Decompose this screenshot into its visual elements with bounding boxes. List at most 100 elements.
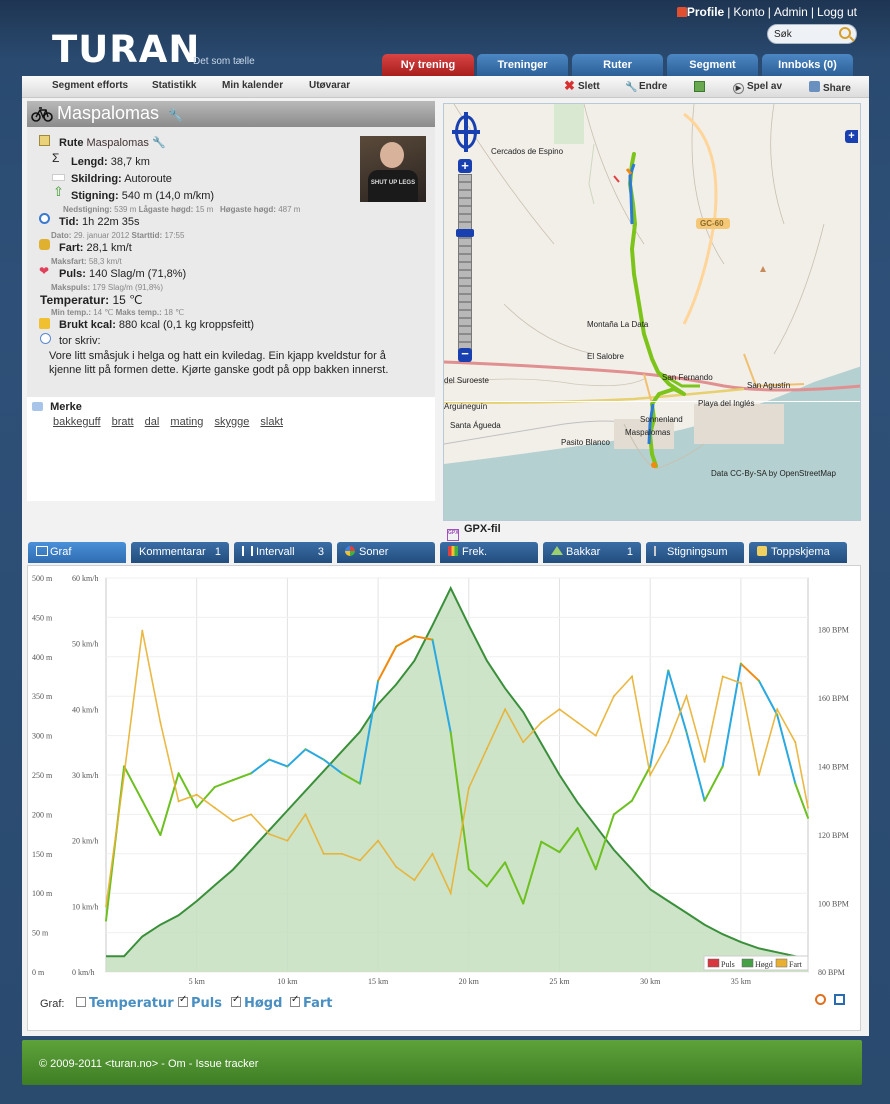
- map-label: Sonnenland: [640, 415, 683, 424]
- pie-icon: [345, 546, 355, 556]
- route-edit-icon[interactable]: 🔧: [151, 137, 166, 149]
- tab-frequency[interactable]: Frek.: [440, 542, 538, 563]
- tab-graph[interactable]: Graf: [28, 542, 126, 563]
- workout-chart[interactable]: 5 km 10 km 15 km 20 km 25 km 30 km 35 km 0 m 50 …: [28, 566, 862, 986]
- tab-top-schema[interactable]: Toppskjema: [749, 542, 847, 563]
- tab-inbox[interactable]: Innboks (0): [762, 54, 853, 76]
- profile-link[interactable]: Profile: [686, 5, 725, 19]
- checkbox-temperature[interactable]: Temperatur: [76, 996, 174, 1011]
- subnav-athletes[interactable]: Utøvarar: [309, 80, 351, 91]
- tab-new-workout[interactable]: Ny trening: [382, 54, 474, 76]
- pulse-line-segment: [612, 799, 633, 816]
- zoom-handle[interactable]: [456, 229, 474, 237]
- search-icon[interactable]: [839, 27, 851, 39]
- speed-point: [558, 708, 561, 711]
- account-link[interactable]: Konto: [733, 5, 765, 19]
- tag-link[interactable]: dal: [144, 416, 160, 428]
- fullscreen-icon[interactable]: [834, 994, 845, 1005]
- zoom-out-button[interactable]: −: [458, 347, 472, 362]
- checkbox-speed[interactable]: Fart: [290, 994, 333, 1011]
- pulse-line-segment: [431, 638, 452, 734]
- checkbox-label: Høgd: [244, 996, 283, 1011]
- x-tick-label: 25 km: [549, 977, 570, 986]
- tab-comments[interactable]: Kommentarar 1: [131, 542, 229, 563]
- altitude-line: [106, 585, 809, 959]
- avatar[interactable]: SHUT UP LEGS: [360, 136, 426, 202]
- logo[interactable]: TURAN: [52, 28, 201, 71]
- tab-zones[interactable]: Soner: [337, 542, 435, 563]
- edit-button[interactable]: 🔧 Endre: [625, 81, 667, 93]
- altitude-tick-label: 0 m: [32, 968, 45, 977]
- subnav-statistics[interactable]: Statistikk: [152, 80, 197, 91]
- descent-label: Nedstigning:: [63, 205, 112, 214]
- layer-switcher-button[interactable]: +: [845, 130, 858, 143]
- pulse-line-segment: [739, 662, 760, 682]
- tab-climbsum[interactable]: Stigningsum: [646, 542, 744, 563]
- replay-button[interactable]: ▶ Spel av: [733, 81, 782, 94]
- tag-link[interactable]: skygge: [214, 416, 250, 428]
- subnav-segment-efforts[interactable]: Segment efforts: [52, 80, 129, 91]
- checkbox-box[interactable]: [178, 994, 188, 1007]
- tag-link[interactable]: bakkeguff: [53, 416, 101, 428]
- pulse-point: [232, 779, 234, 781]
- speed-point: [268, 833, 271, 835]
- zoom-slider[interactable]: [458, 174, 472, 352]
- pulse-point: [776, 714, 779, 716]
- x-tick-label: 20 km: [459, 977, 480, 986]
- share-button[interactable]: Share: [809, 81, 851, 94]
- checkbox-pulse[interactable]: Puls: [178, 994, 222, 1011]
- graph-tab-label: Graf: [50, 546, 72, 558]
- export-button[interactable]: [694, 81, 708, 94]
- checkbox-box[interactable]: [76, 997, 86, 1007]
- route-icon: [39, 135, 50, 146]
- admin-link[interactable]: Admin: [773, 5, 808, 19]
- pulse-point: [413, 635, 416, 638]
- delete-button[interactable]: ✖ Slett: [564, 79, 600, 92]
- speed-point: [594, 734, 597, 737]
- tab-segment[interactable]: Segment: [667, 54, 758, 76]
- tab-workouts[interactable]: Treninger: [477, 54, 568, 76]
- x-tick-label: 10 km: [277, 977, 298, 986]
- checkbox-altitude[interactable]: Høgd: [231, 994, 283, 1011]
- pulse-point: [340, 772, 343, 775]
- map-canvas[interactable]: GC-60 Cercados de Espino Montaña La Data…: [444, 104, 861, 521]
- subnav-calendar[interactable]: Min kalender: [222, 80, 284, 91]
- pulse-tick-label: 180 BPM: [818, 625, 849, 634]
- altitude-tick-label: 500 m: [32, 574, 53, 583]
- zoom-in-button[interactable]: +: [458, 159, 472, 173]
- sigma-icon: Σ: [52, 151, 60, 165]
- tag-link[interactable]: bratt: [111, 416, 134, 428]
- map-attribution: Data CC-By-SA by OpenStreetMap: [711, 469, 836, 478]
- pulse-line-segment: [594, 813, 615, 871]
- pulse-line-segment: [123, 765, 144, 802]
- tab-hills[interactable]: Bakkar 1: [543, 542, 641, 563]
- search-input[interactable]: Søk: [767, 24, 857, 44]
- route-map[interactable]: GC-60 Cercados de Espino Montaña La Data…: [443, 103, 861, 521]
- map-label: San Agustín: [747, 381, 790, 390]
- gpx-download[interactable]: GPX GPX-fil: [447, 523, 501, 541]
- checkbox-box[interactable]: [290, 994, 300, 1007]
- workout-details: Rute Maspalomas 🔧 Σ Lengd: 38,7 km Skild…: [27, 127, 435, 397]
- speed-point: [340, 852, 343, 855]
- tag-link[interactable]: slakt: [260, 416, 284, 428]
- edit-title-icon[interactable]: 🔧: [168, 108, 184, 122]
- pulse-line-segment: [232, 772, 253, 782]
- surface-icon: [52, 174, 65, 181]
- x-tick-label: 15 km: [368, 977, 389, 986]
- pulse-line-segment: [667, 669, 688, 734]
- tab-routes[interactable]: Ruter: [572, 54, 663, 76]
- comments-count: 1: [214, 546, 221, 558]
- pulse-line-segment: [177, 772, 198, 809]
- checkbox-box[interactable]: [231, 994, 241, 1007]
- pulse-line-segment: [286, 748, 307, 768]
- map-label: Santa Águeda: [450, 421, 501, 430]
- zoom-chart-icon[interactable]: [815, 994, 826, 1005]
- logout-link[interactable]: Logg ut: [816, 5, 857, 19]
- speed-point: [195, 793, 198, 796]
- map-pan-control[interactable]: [452, 112, 480, 152]
- route-link[interactable]: Maspalomas: [86, 137, 149, 149]
- tag-link[interactable]: mating: [170, 416, 204, 428]
- tab-intervals[interactable]: Intervall 3: [234, 542, 332, 563]
- pulse-point: [703, 799, 706, 802]
- route-label: Rute: [59, 137, 84, 149]
